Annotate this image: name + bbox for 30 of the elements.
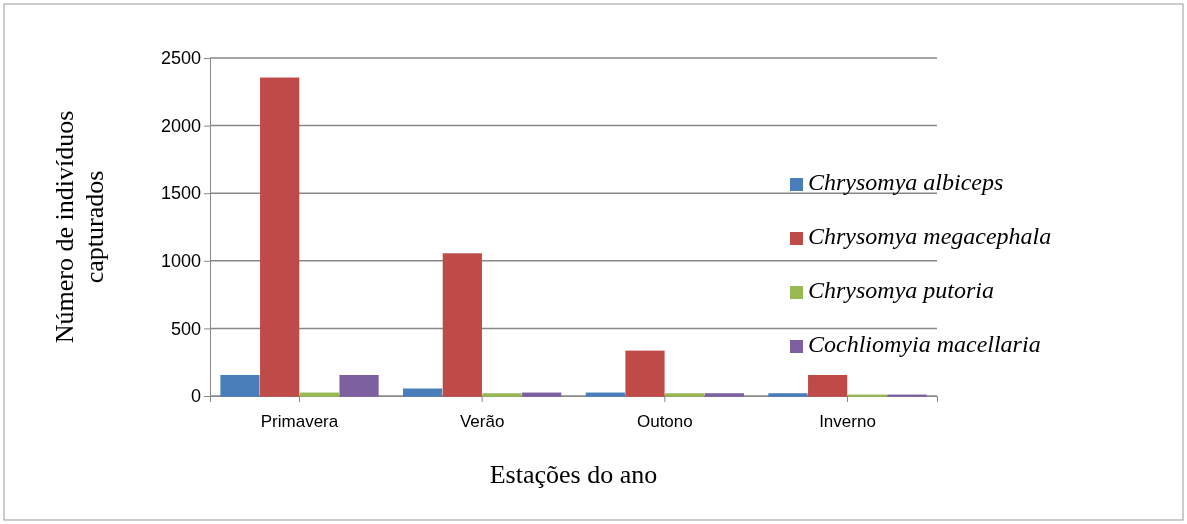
legend-label: Chrysomya megacephala [808,223,1052,249]
bar [339,374,379,397]
bar [522,392,562,397]
y-tick-label: 1500 [160,183,201,204]
bar [704,393,744,397]
bar [403,388,443,397]
bar [665,393,705,397]
bar [299,392,339,397]
y-tick-label: 0 [190,386,201,407]
x-tick-label: Inverno [819,412,876,432]
legend-label: Chrysomya albiceps [808,169,1004,195]
legend-label: Cochliomyia macellaria [808,331,1041,357]
x-tick-label: Verão [459,412,505,432]
bar [768,393,808,397]
y-axis-title: Número de indivíduos capturados [49,110,109,344]
y-tick-label: 500 [170,318,201,339]
bar [442,253,482,397]
bar [585,392,625,397]
x-axis-title: Estações do ano [489,460,658,489]
legend-label: Chrysomya putoria [808,277,994,303]
bar [482,393,522,397]
bar [220,374,260,397]
x-tick-label: Primavera [260,412,339,432]
y-tick-label: 2500 [160,48,201,69]
bar [808,374,848,397]
y-tick-label: 1000 [160,251,201,272]
bar [625,350,665,397]
y-tick-label: 2000 [160,115,201,136]
x-tick-label: Outono [636,412,693,432]
bar [260,77,300,397]
